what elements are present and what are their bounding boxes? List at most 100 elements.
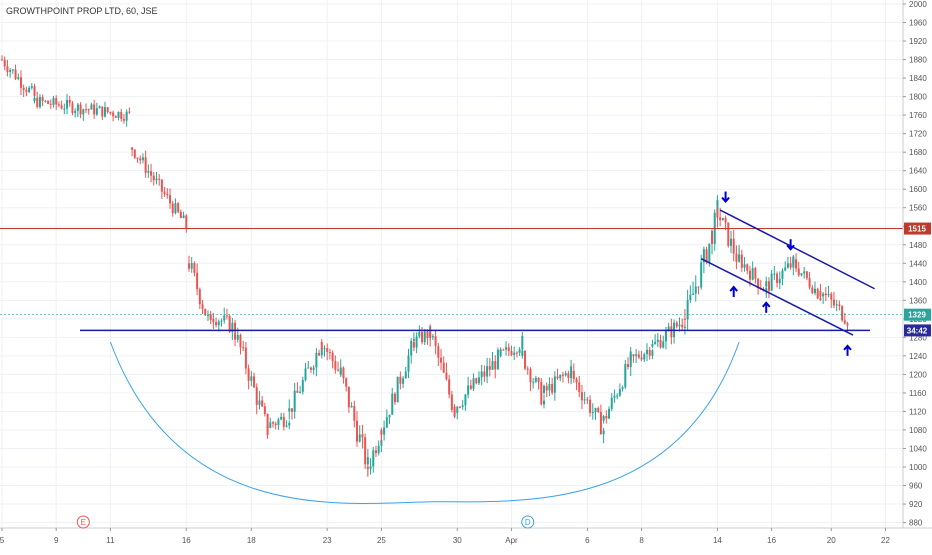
candle-body[interactable] <box>315 352 318 368</box>
candle-body[interactable] <box>656 339 659 342</box>
candle-body[interactable] <box>599 411 602 435</box>
event-marker-icon[interactable] <box>76 515 90 529</box>
candle-body[interactable] <box>746 264 749 271</box>
candle-body[interactable] <box>90 104 93 110</box>
candle-body[interactable] <box>757 278 760 288</box>
candle-body[interactable] <box>112 112 115 117</box>
candle-body[interactable] <box>559 374 562 379</box>
candle-body[interactable] <box>567 373 570 379</box>
candle-body[interactable] <box>488 366 491 370</box>
candle-body[interactable] <box>374 450 377 454</box>
candle-body[interactable] <box>423 331 426 343</box>
candle-body[interactable] <box>41 97 44 102</box>
candle-body[interactable] <box>217 321 220 326</box>
candle-body[interactable] <box>700 262 703 288</box>
candle-body[interactable] <box>426 331 429 338</box>
candle-body[interactable] <box>220 320 223 322</box>
candle-body[interactable] <box>431 336 434 338</box>
candle-body[interactable] <box>396 376 399 403</box>
candle-body[interactable] <box>637 354 640 358</box>
candle-body[interactable] <box>727 222 730 246</box>
candle-body[interactable] <box>692 293 695 295</box>
candle-body[interactable] <box>450 394 453 410</box>
candle-body[interactable] <box>795 259 798 269</box>
candle-body[interactable] <box>152 175 155 181</box>
candle-body[interactable] <box>106 107 109 113</box>
candle-body[interactable] <box>499 349 502 356</box>
candle-body[interactable] <box>383 427 386 435</box>
candle-body[interactable] <box>49 103 52 105</box>
candle-body[interactable] <box>627 364 630 367</box>
candle-body[interactable] <box>789 263 792 268</box>
candle-body[interactable] <box>198 289 201 305</box>
candle-body[interactable] <box>290 408 293 412</box>
candle-body[interactable] <box>234 332 237 340</box>
candle-body[interactable] <box>645 349 648 355</box>
candle-body[interactable] <box>11 69 14 71</box>
candle-body[interactable] <box>583 399 586 401</box>
candle-body[interactable] <box>532 381 535 383</box>
candle-body[interactable] <box>437 346 440 358</box>
candle-body[interactable] <box>301 380 304 392</box>
candle-body[interactable] <box>456 406 459 413</box>
candle-body[interactable] <box>705 249 708 263</box>
candle-body[interactable] <box>93 104 96 115</box>
candle-body[interactable] <box>380 429 383 435</box>
candle-body[interactable] <box>79 104 82 115</box>
candle-body[interactable] <box>748 270 751 280</box>
candle-body[interactable] <box>55 98 58 105</box>
candle-body[interactable] <box>502 349 505 351</box>
candle-body[interactable] <box>494 361 497 370</box>
candle-body[interactable] <box>524 350 527 369</box>
candle-body[interactable] <box>33 86 36 96</box>
candle-body[interactable] <box>131 147 134 150</box>
candle-body[interactable] <box>651 344 654 347</box>
candle-body[interactable] <box>480 371 483 378</box>
candle-body[interactable] <box>534 377 537 382</box>
candle-body[interactable] <box>125 111 128 121</box>
candle-body[interactable] <box>206 315 209 317</box>
candle-body[interactable] <box>225 315 228 317</box>
candle-body[interactable] <box>781 270 784 279</box>
candle-body[interactable] <box>843 320 846 324</box>
candle-body[interactable] <box>320 348 323 356</box>
candle-body[interactable] <box>66 99 69 109</box>
candle-body[interactable] <box>272 422 274 424</box>
candle-body[interactable] <box>616 395 619 397</box>
candle-body[interactable] <box>177 203 180 212</box>
candle-body[interactable] <box>293 390 296 412</box>
candle-body[interactable] <box>369 466 372 469</box>
candle-body[interactable] <box>68 99 71 104</box>
candle-body[interactable] <box>551 383 554 393</box>
candle-body[interactable] <box>548 383 551 391</box>
candle-body[interactable] <box>773 273 776 275</box>
candle-body[interactable] <box>388 414 391 418</box>
candle-body[interactable] <box>751 268 754 280</box>
candle-body[interactable] <box>136 157 139 159</box>
candle-body[interactable] <box>589 399 592 413</box>
candle-body[interactable] <box>415 336 418 348</box>
candle-body[interactable] <box>719 217 722 221</box>
candle-body[interactable] <box>117 111 120 118</box>
candle-body[interactable] <box>9 70 12 72</box>
candle-body[interactable] <box>602 430 605 435</box>
candle-body[interactable] <box>683 326 686 328</box>
candle-body[interactable] <box>442 362 445 373</box>
candle-body[interactable] <box>824 293 827 296</box>
candle-body[interactable] <box>702 249 705 263</box>
candle-body[interactable] <box>1 59 3 61</box>
candle-body[interactable] <box>472 378 475 389</box>
candle-body[interactable] <box>543 400 545 405</box>
candle-body[interactable] <box>838 304 841 307</box>
candle-body[interactable] <box>572 370 575 379</box>
candle-body[interactable] <box>334 361 337 370</box>
candle-body[interactable] <box>570 370 573 375</box>
candle-body[interactable] <box>385 417 388 428</box>
candle-body[interactable] <box>505 347 508 350</box>
candle-body[interactable] <box>87 109 90 111</box>
candle-body[interactable] <box>800 273 803 276</box>
candle-body[interactable] <box>120 111 123 119</box>
candle-body[interactable] <box>366 467 369 469</box>
candle-body[interactable] <box>434 336 437 347</box>
candle-body[interactable] <box>805 271 808 279</box>
